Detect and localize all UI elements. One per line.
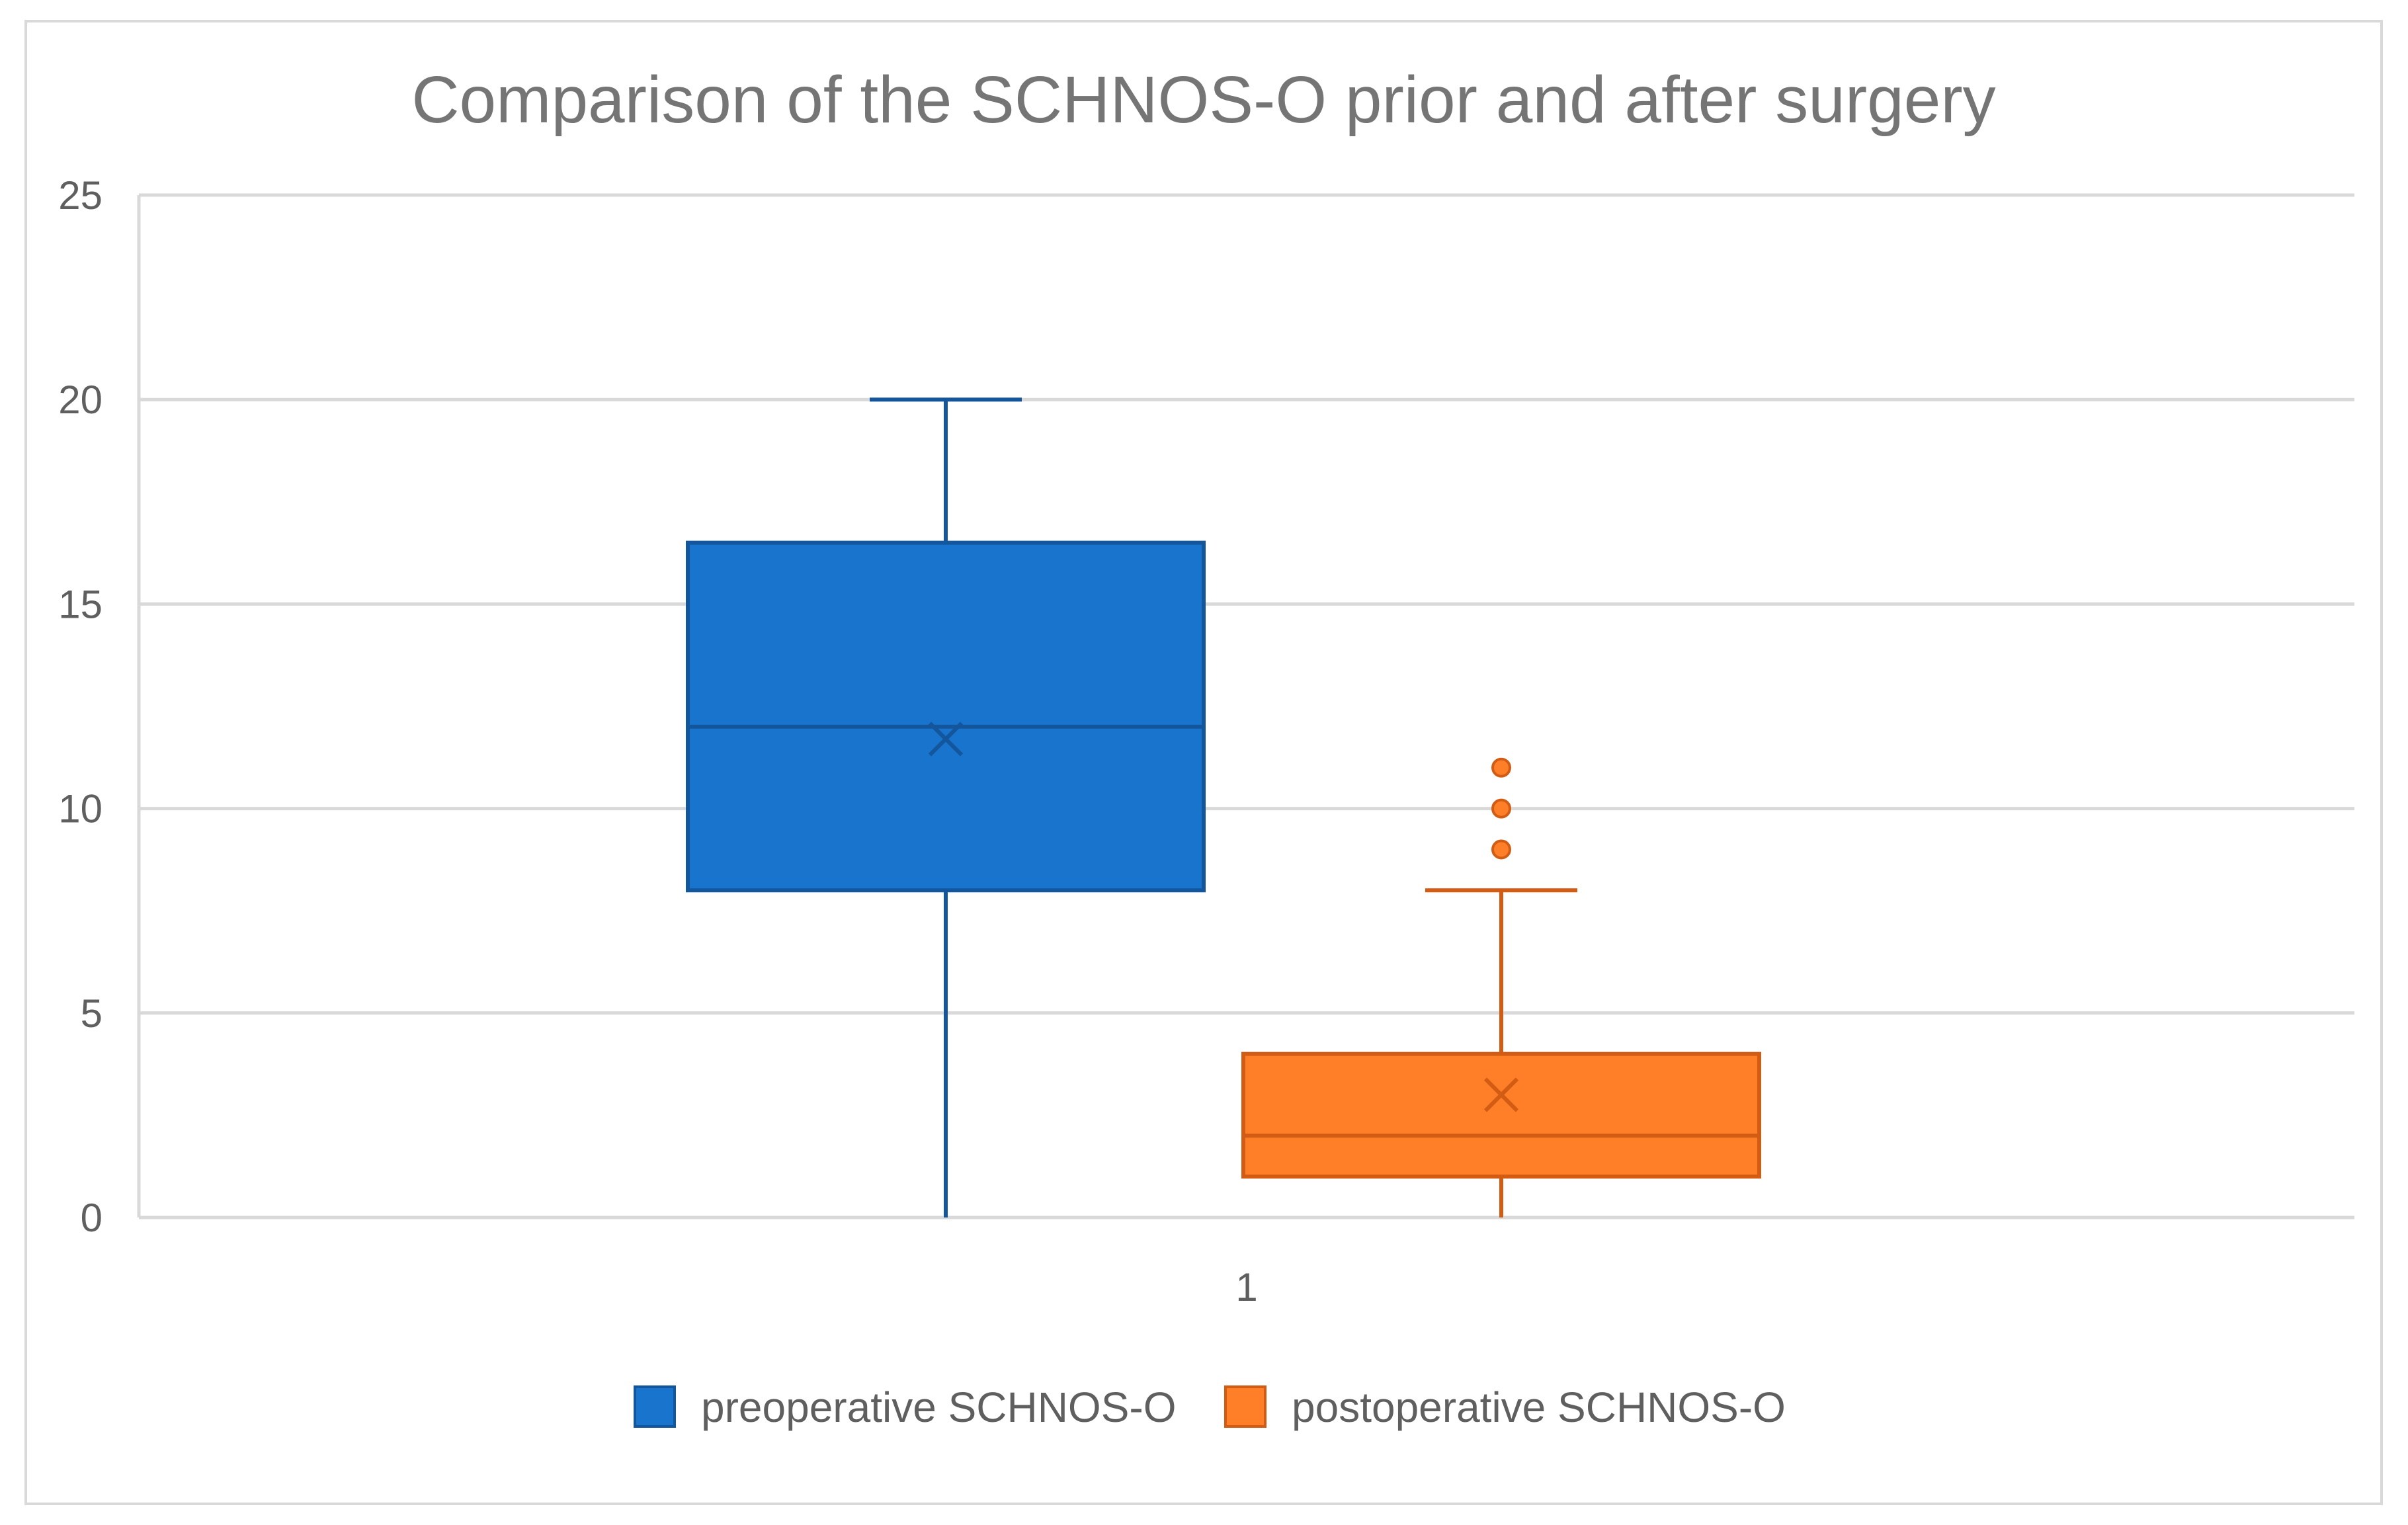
legend: preoperative SCHNOS-O postoperative SCHNO… <box>634 1383 1786 1431</box>
y-tick-label-10: 10 <box>58 787 103 831</box>
box-iqr <box>686 540 1206 893</box>
y-tick-label-5: 5 <box>81 991 103 1036</box>
outlier-point <box>1491 798 1511 819</box>
y-tick-label-25: 25 <box>58 173 103 218</box>
legend-swatch <box>634 1385 676 1428</box>
legend-item-postoperative: postoperative SCHNOS-O <box>1224 1383 1786 1431</box>
box-preoperative <box>686 397 1206 1217</box>
outlier-point <box>1491 839 1511 860</box>
gridlines <box>137 193 2354 1219</box>
box-iqr <box>1241 1051 1761 1179</box>
chart-title: Comparison of the SCHNOS-O prior and aft… <box>411 63 1995 137</box>
x-tick-label: 1 <box>1235 1265 1257 1309</box>
y-tick-label-0: 0 <box>81 1196 103 1240</box>
y-axis-tick-labels: 0 5 10 15 20 25 <box>58 173 103 1240</box>
mean-marker <box>1483 1077 1519 1112</box>
box-postoperative <box>1241 757 1761 1217</box>
x-axis-tick-labels: 1 <box>1235 1265 1257 1309</box>
mean-marker <box>928 721 964 757</box>
legend-label: postoperative SCHNOS-O <box>1292 1383 1786 1431</box>
box-series-layer <box>686 397 1761 1217</box>
legend-item-preoperative: preoperative SCHNOS-O <box>634 1383 1176 1431</box>
y-tick-label-20: 20 <box>58 378 103 422</box>
y-tick-label-15: 15 <box>58 582 103 626</box>
legend-swatch <box>1224 1385 1266 1428</box>
outlier-point <box>1491 757 1511 778</box>
legend-label: preoperative SCHNOS-O <box>701 1383 1176 1431</box>
